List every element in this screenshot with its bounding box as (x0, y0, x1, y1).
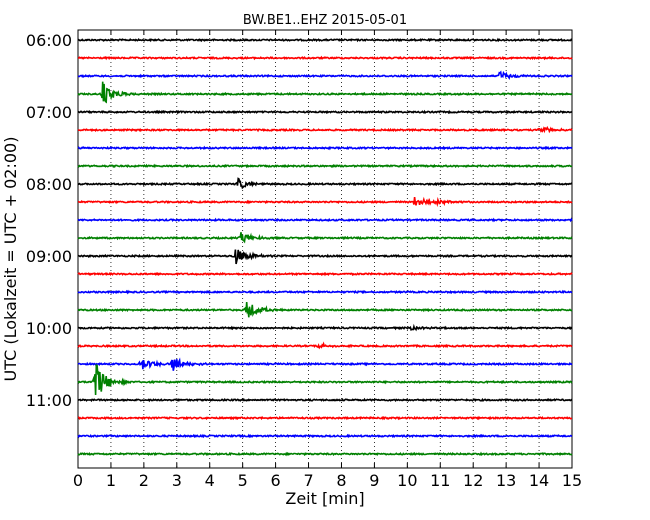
x-tick-label: 4 (205, 471, 215, 490)
x-axis-ticks: 0 1 2 3 4 5 6 7 8 9 10 11 12 13 14 15 (73, 30, 582, 490)
x-tick-label: 10 (397, 471, 417, 490)
trace-0630 (77, 70, 573, 80)
x-tick-label: 2 (139, 471, 149, 490)
trace-0715 (77, 125, 573, 134)
trace-0815 (78, 196, 573, 208)
x-tick-label: 0 (73, 471, 83, 490)
trace-0845 (77, 232, 573, 244)
x-tick-label: 8 (336, 471, 346, 490)
trace-1045 (77, 364, 573, 396)
x-tick-label: 3 (172, 471, 182, 490)
x-tick-label: 15 (562, 471, 582, 490)
x-tick-label: 9 (369, 471, 379, 490)
x-tick-label: 5 (238, 471, 248, 490)
x-tick-label: 14 (529, 471, 549, 490)
trace-0600 (77, 37, 572, 43)
x-tick-label: 12 (463, 471, 483, 490)
y-tick-label: 11:00 (26, 391, 72, 410)
y-tick-label: 08:00 (26, 175, 72, 194)
trace-0945 (77, 302, 573, 318)
x-tick-label: 13 (496, 471, 516, 490)
trace-0745 (77, 163, 573, 169)
trace-0700 (77, 109, 573, 115)
plot-area (77, 29, 573, 469)
trace-0800 (77, 177, 573, 190)
x-tick-label: 7 (303, 471, 313, 490)
trace-1100 (77, 397, 573, 403)
trace-0645 (77, 81, 573, 104)
trace-1145 (77, 451, 573, 457)
y-tick-label: 10:00 (26, 319, 72, 338)
y-tick-label: 09:00 (26, 247, 72, 266)
y-tick-label: 07:00 (26, 103, 72, 122)
trace-1130 (77, 433, 573, 439)
trace-1115 (77, 415, 572, 421)
trace-1000 (78, 323, 573, 332)
y-axis-ticks: 06:00 07:00 08:00 09:00 10:00 11:00 (26, 31, 572, 410)
trace-0615 (78, 55, 573, 61)
x-tick-label: 11 (430, 471, 450, 490)
trace-1015 (77, 341, 573, 350)
x-axis-label: Zeit [min] (285, 489, 364, 508)
y-axis-label: UTC (Lokalzeit = UTC + 02:00) (1, 137, 20, 382)
trace-0830 (77, 217, 573, 223)
trace-0915 (77, 271, 573, 277)
trace-0730 (77, 145, 573, 151)
trace-1030 (77, 357, 573, 371)
y-tick-label: 06:00 (26, 31, 72, 50)
x-tick-label: 1 (106, 471, 116, 490)
traces (77, 37, 573, 457)
trace-0900 (78, 249, 573, 265)
trace-0930 (77, 289, 573, 295)
x-tick-label: 6 (271, 471, 281, 490)
chart-title: BW.BE1..EHZ 2015-05-01 (243, 13, 407, 28)
